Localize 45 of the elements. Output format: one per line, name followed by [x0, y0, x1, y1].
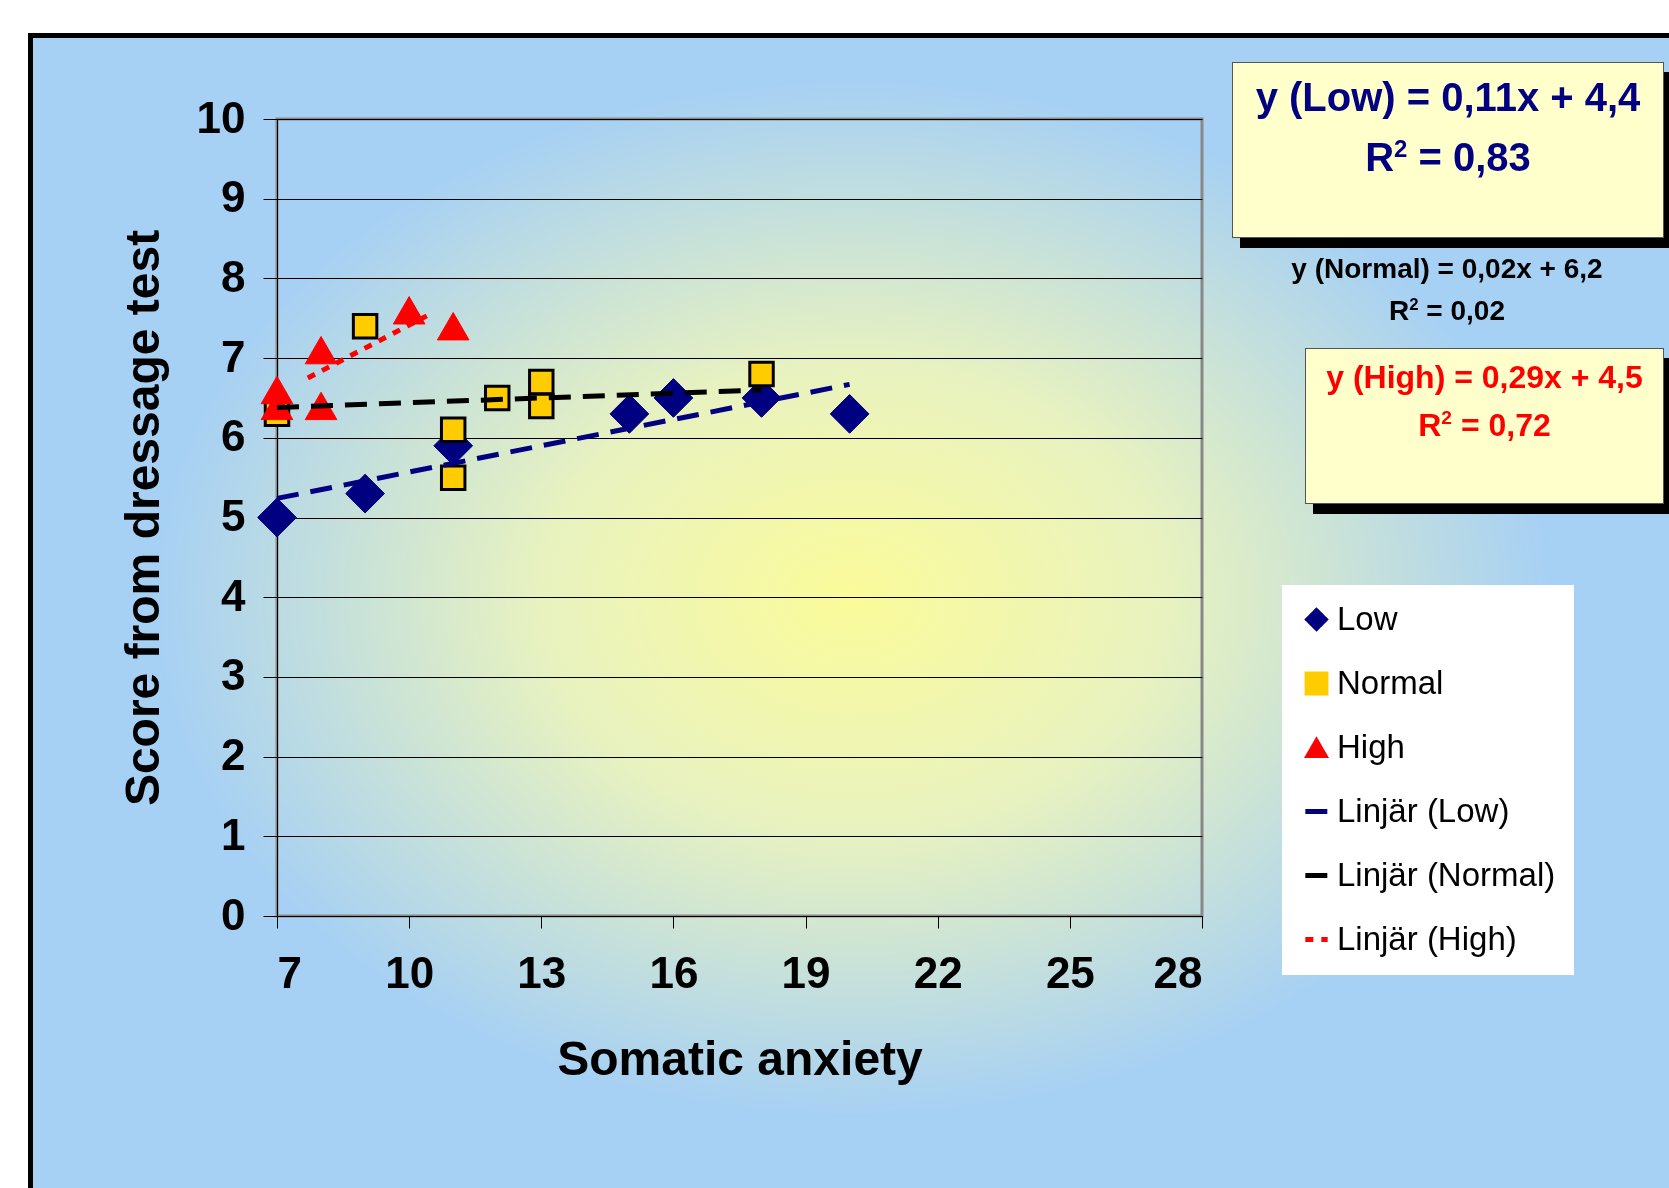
y-tick-label: 6 [221, 411, 246, 461]
legend-label: Linjär (Normal) [1337, 855, 1556, 893]
point [748, 360, 775, 388]
legend-label: High [1337, 727, 1405, 765]
y-tick-label: 7 [221, 331, 246, 381]
legend-label: Normal [1337, 663, 1444, 701]
x-tick-label: 7 [277, 947, 302, 997]
text: y (High) = 0,29x + 4,5 [1325, 358, 1644, 397]
legend-label: Linjär (High) [1337, 919, 1517, 957]
point [439, 416, 467, 444]
y-axis-title: Score from dressage test [115, 229, 169, 807]
point [392, 296, 426, 325]
point [351, 312, 379, 340]
point [257, 497, 297, 538]
legend-label: Low [1337, 599, 1398, 637]
legend-label: Linjär (Low) [1337, 791, 1510, 829]
y-tick-label: 8 [221, 251, 246, 301]
y-tick-label: 10 [196, 92, 246, 142]
y-tick-label: 2 [221, 730, 246, 780]
text: R$^{2}$ = 0,72 [1417, 406, 1552, 445]
x-tick-label: 22 [913, 947, 963, 997]
point [609, 394, 650, 434]
point [528, 368, 555, 396]
y-tick-label: 5 [221, 491, 246, 540]
y-tick-label: 4 [221, 570, 247, 620]
y-tick-label: 9 [221, 172, 246, 222]
x-tick-label: 28 [1153, 947, 1203, 997]
x-tick-label: 19 [781, 947, 831, 997]
point [304, 335, 338, 365]
point [436, 312, 470, 341]
y-tick-label: 1 [221, 809, 246, 859]
x-tick-label: 25 [1045, 947, 1095, 997]
text: y (Low) = 0,11x + 4,4 [1254, 74, 1642, 121]
y-tick-label: 3 [221, 650, 246, 700]
x-tick-label: 10 [385, 947, 435, 997]
text: y (Normal) = 0,02x + 6,2 [1290, 252, 1604, 286]
x-tick-label: 16 [649, 947, 699, 997]
x-axis-title: Somatic anxiety [557, 1031, 924, 1085]
text: R$^{2}$ = 0,83 [1364, 133, 1532, 181]
point [829, 394, 870, 434]
point [345, 473, 385, 514]
y-tick-label: 0 [221, 889, 246, 939]
point [439, 464, 467, 491]
text: R$^{2}$ = 0,02 [1388, 293, 1506, 328]
x-tick-label: 13 [517, 947, 567, 997]
